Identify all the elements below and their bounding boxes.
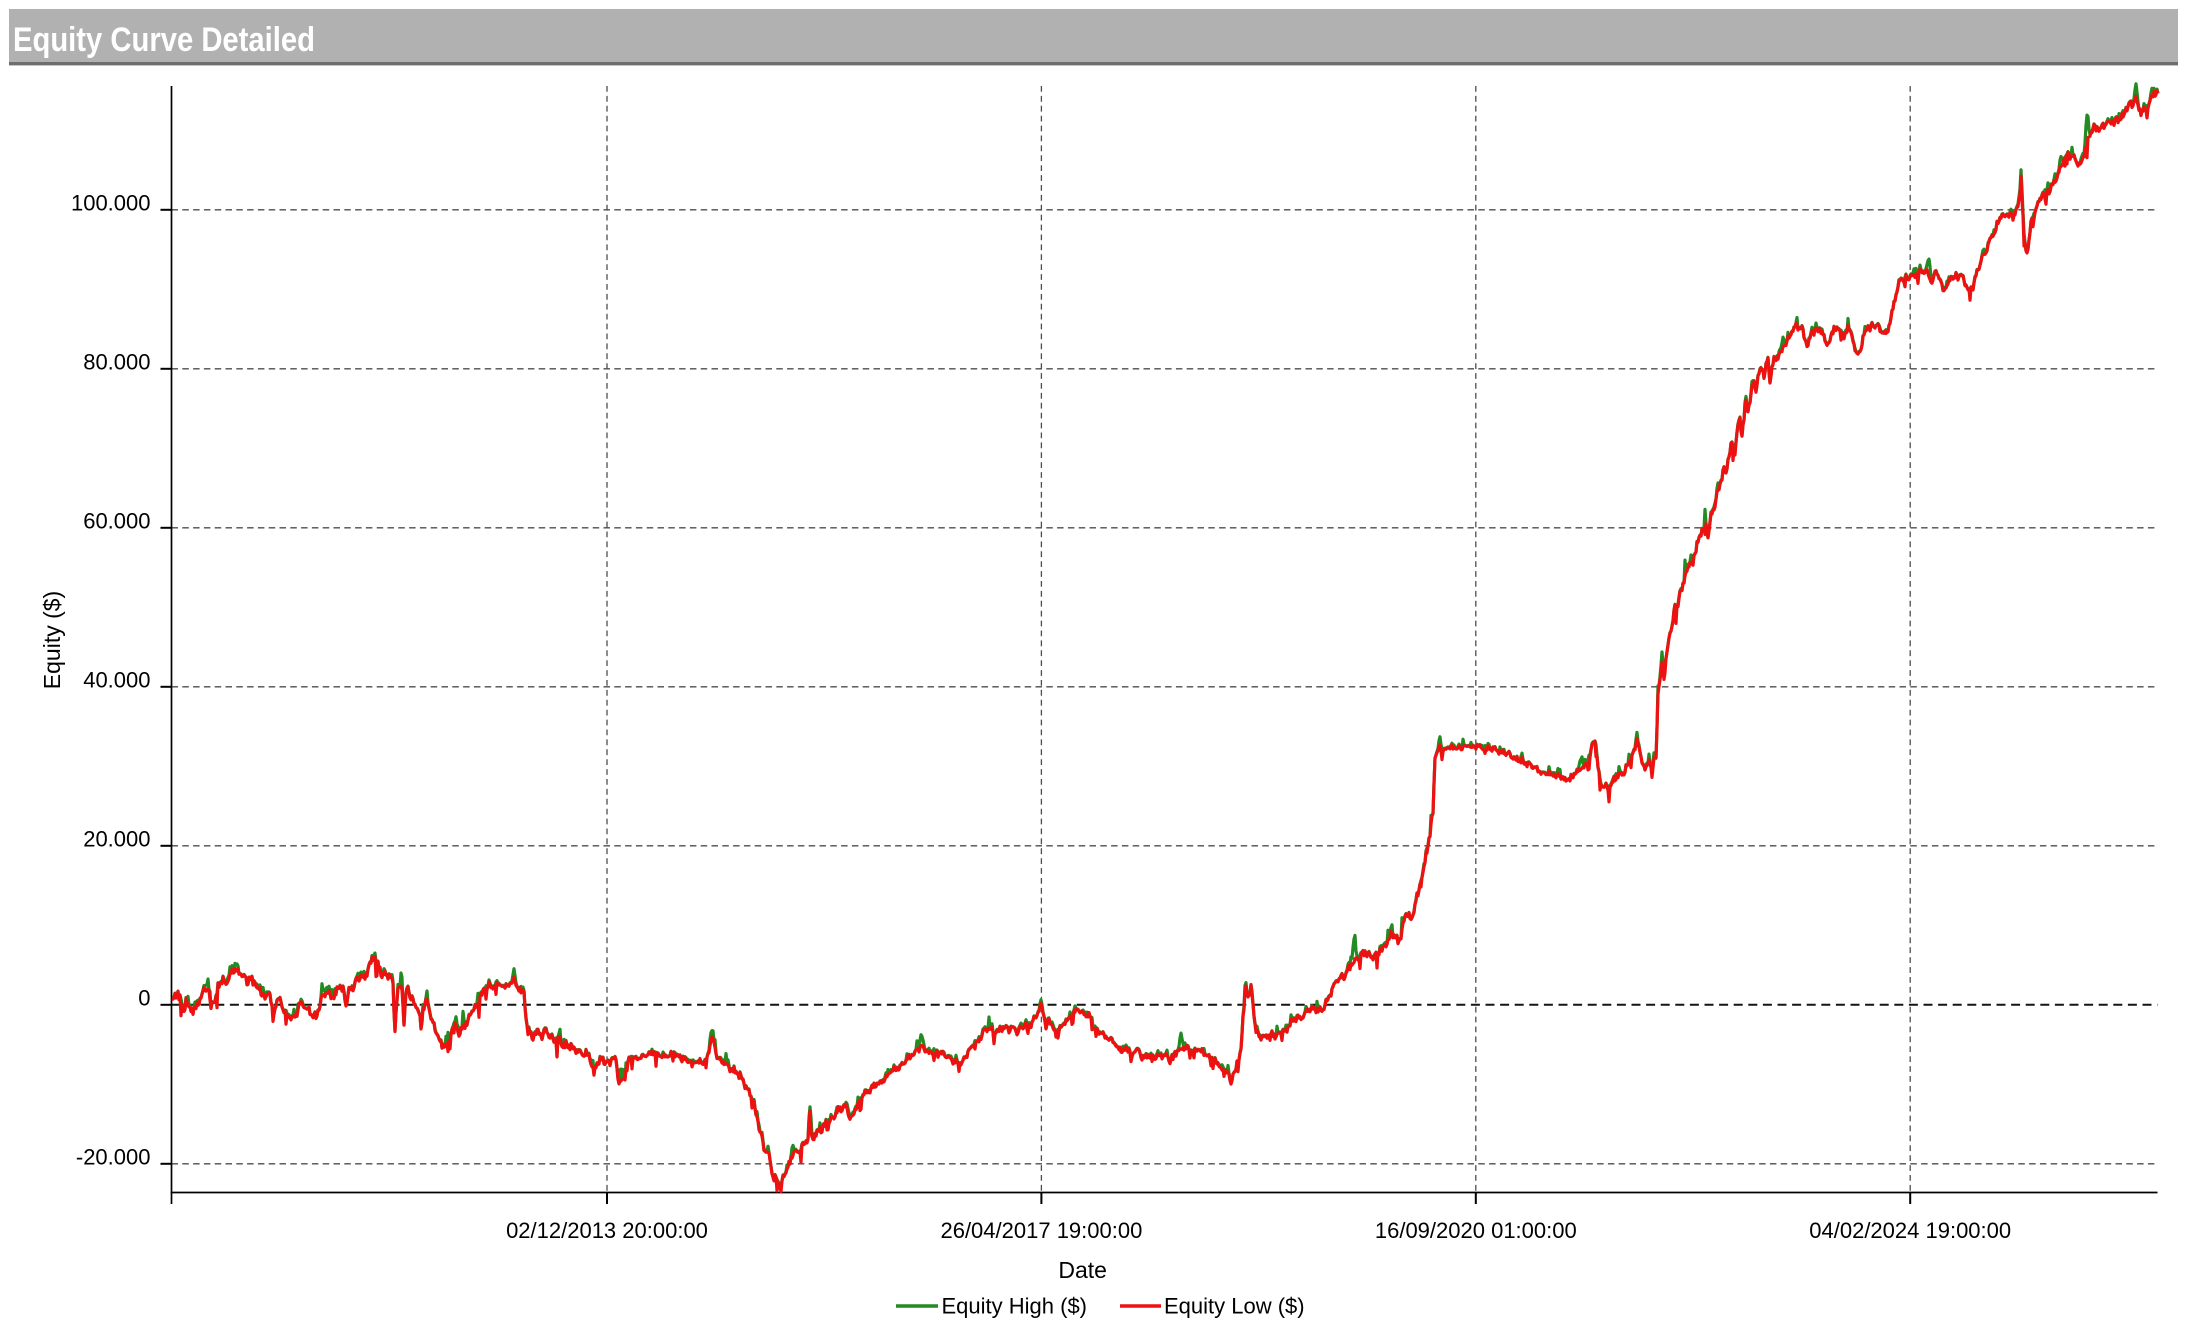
svg-text:Equity ($): Equity ($) — [39, 591, 65, 689]
svg-text:60.000: 60.000 — [83, 508, 150, 533]
svg-text:16/09/2020 01:00:00: 16/09/2020 01:00:00 — [1375, 1218, 1577, 1243]
svg-text:Equity High ($): Equity High ($) — [942, 1294, 1088, 1319]
svg-text:Equity Low ($): Equity Low ($) — [1164, 1294, 1305, 1319]
svg-text:26/04/2017 19:00:00: 26/04/2017 19:00:00 — [940, 1218, 1142, 1243]
svg-text:04/02/2024 19:00:00: 04/02/2024 19:00:00 — [1809, 1218, 2011, 1243]
svg-text:20.000: 20.000 — [83, 826, 150, 851]
svg-text:02/12/2013 20:00:00: 02/12/2013 20:00:00 — [506, 1218, 708, 1243]
svg-text:0: 0 — [138, 985, 150, 1010]
svg-text:100.000: 100.000 — [71, 190, 151, 215]
svg-text:Date: Date — [1058, 1257, 1107, 1283]
svg-text:40.000: 40.000 — [83, 667, 150, 692]
svg-text:Equity Curve Detailed: Equity Curve Detailed — [13, 21, 315, 59]
svg-text:-20.000: -20.000 — [76, 1144, 151, 1169]
svg-text:80.000: 80.000 — [83, 349, 150, 374]
